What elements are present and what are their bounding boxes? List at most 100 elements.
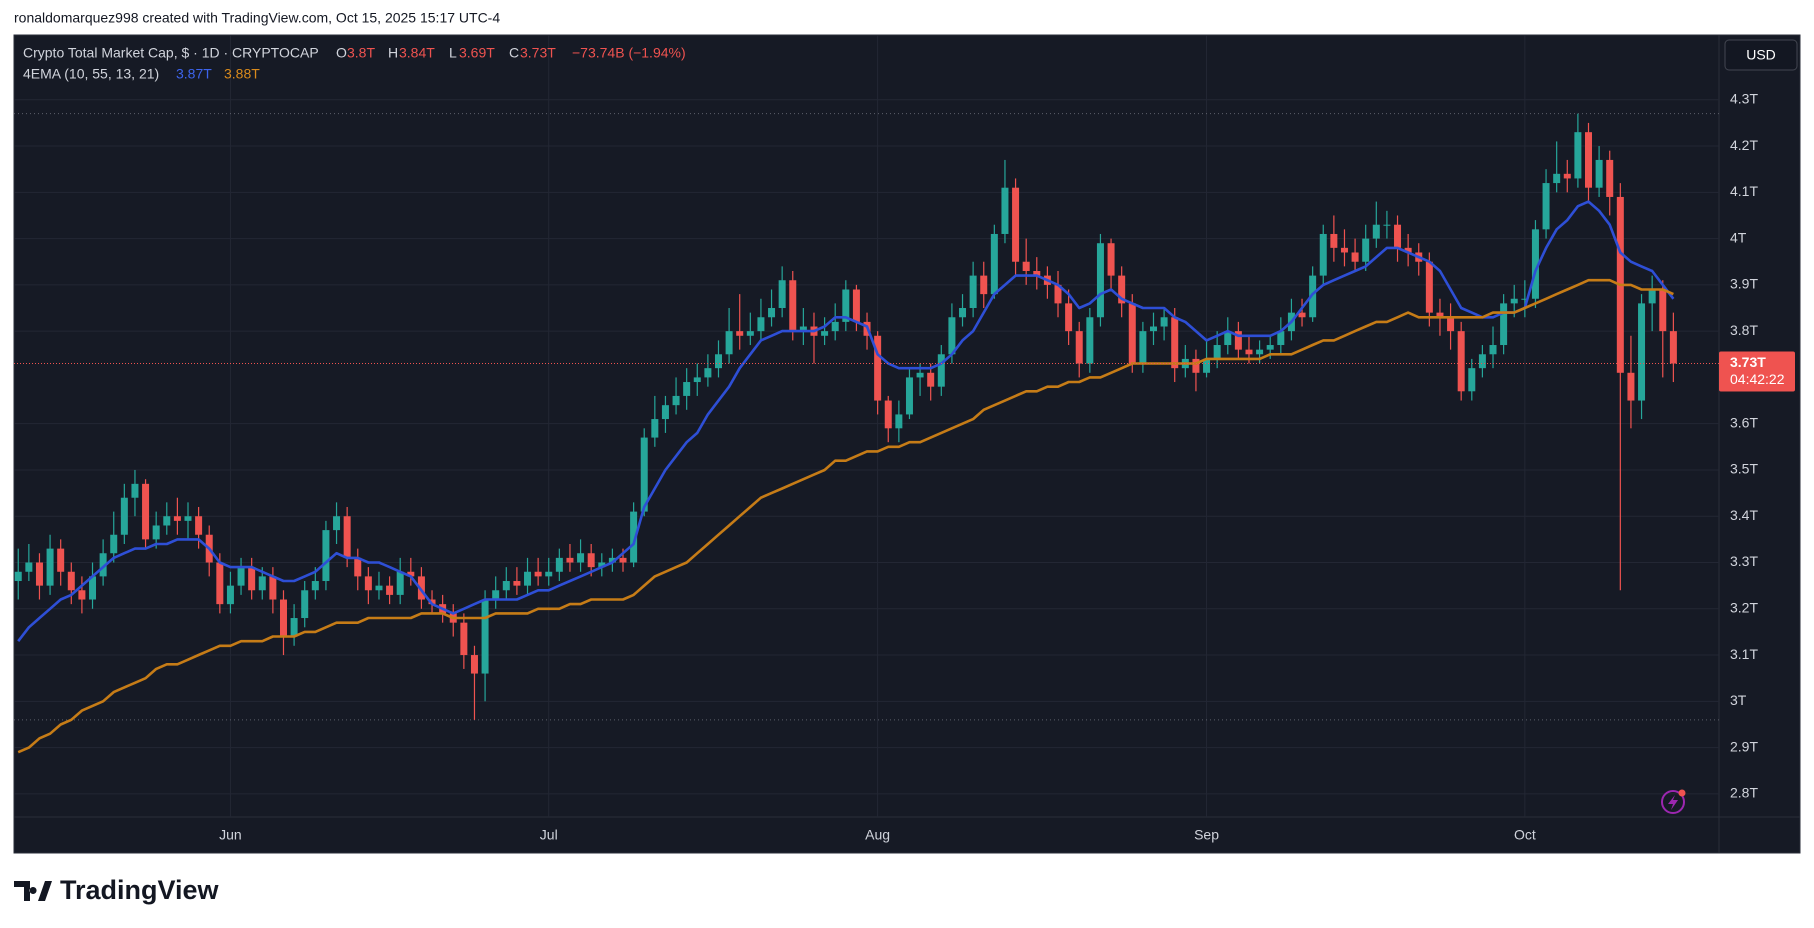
candle-body [683, 382, 691, 396]
candle-body [768, 308, 776, 318]
candle-body [1648, 289, 1656, 304]
last-price-tag [1719, 351, 1795, 392]
candle-body [714, 354, 722, 369]
candle-body [608, 557, 616, 563]
candle-body [226, 585, 234, 605]
y-tick-label: 2.9T [1730, 738, 1758, 754]
candle-body [1457, 331, 1465, 392]
close-label: C [509, 45, 519, 61]
candle-body [120, 497, 128, 535]
candle-body [375, 585, 383, 591]
candle-body [354, 557, 362, 577]
x-tick-label: Jun [219, 827, 242, 843]
candle-body [1340, 247, 1348, 253]
candle-body [736, 331, 744, 336]
candle-body [651, 419, 659, 438]
candle-body [799, 326, 807, 332]
candle-body [1521, 298, 1529, 300]
candle-body [428, 599, 436, 605]
currency[interactable]: USD [1746, 47, 1776, 63]
candle-body [725, 331, 733, 355]
close-value: 3.73T [520, 45, 556, 61]
candle-body [1096, 243, 1104, 318]
countdown: 04:42:22 [1730, 371, 1785, 387]
candle-body [1362, 238, 1370, 262]
candle-body [1542, 183, 1550, 230]
indicator: 4EMA (10, 55, 13, 21) [23, 66, 159, 82]
candle-body [1468, 368, 1476, 392]
candle-body [184, 516, 192, 521]
candle-body [513, 581, 521, 586]
candle-body [524, 571, 532, 586]
candle-body [1330, 233, 1338, 248]
candle-body [152, 525, 160, 540]
candle-body [1531, 229, 1539, 299]
candle-body [555, 557, 563, 572]
currency-button[interactable] [1724, 39, 1798, 71]
candle-body [1669, 331, 1677, 364]
candle-body [1149, 326, 1157, 332]
candle-body [1065, 303, 1073, 332]
high-value: 3.84T [399, 45, 435, 61]
ema-line [17, 278, 1674, 754]
candle-body [1213, 345, 1221, 359]
candle-body [470, 655, 478, 674]
x-tick-label: Oct [1514, 827, 1536, 843]
y-tick-label: 4.2T [1730, 137, 1758, 153]
candle-body [619, 557, 627, 563]
change: −73.74B (−1.94%) [572, 45, 686, 61]
y-tick-label: 3.8T [1730, 322, 1758, 338]
candle-body [163, 516, 171, 526]
grid [14, 35, 1719, 817]
candle-body [1001, 187, 1009, 234]
y-tick-label: 3T [1730, 692, 1747, 708]
candle-body [534, 571, 542, 577]
candle-body [1659, 289, 1667, 332]
candle-body [311, 581, 319, 591]
low-label: L [449, 45, 457, 61]
candle-body [173, 516, 181, 521]
candle-body [1563, 173, 1571, 179]
candle-body [969, 275, 977, 309]
ema-fast-value: 3.87T [176, 66, 212, 82]
y-tick-label: 3.2T [1730, 599, 1758, 615]
candle-body [937, 354, 945, 387]
candle-body [407, 571, 415, 577]
logo-text: TradingView [60, 875, 220, 905]
candle-body [566, 557, 574, 563]
last-price-label: 3.73T [1730, 354, 1766, 370]
candle-body [142, 483, 150, 540]
alert-icon[interactable] [1661, 789, 1686, 814]
candle-body [1192, 358, 1200, 373]
candle-body [1256, 349, 1264, 355]
candle-body [1171, 317, 1179, 369]
candle-body [831, 321, 839, 332]
candle-body [1309, 275, 1317, 318]
candle-body [630, 511, 638, 563]
candle-body [386, 585, 394, 595]
candle-body [980, 275, 988, 295]
candle-body [99, 553, 107, 577]
candle-body [290, 618, 298, 637]
y-tick-label: 4T [1730, 229, 1747, 245]
y-tick-label: 3.5T [1730, 461, 1758, 477]
candle-body [25, 562, 33, 572]
candle-body [1478, 354, 1486, 369]
candle-body [1128, 303, 1136, 364]
candle-body [789, 280, 797, 332]
candle-body [1595, 159, 1603, 188]
candle-body [1638, 303, 1646, 401]
plot [14, 113, 1719, 754]
candle-body [874, 335, 882, 401]
candle-body [905, 377, 913, 415]
legend: Crypto Total Market Cap, $ · 1D · CRYPTO… [23, 45, 686, 82]
candle-body [396, 571, 404, 595]
candle-body [110, 534, 118, 554]
open-value: 3.8T [347, 45, 375, 61]
y-tick-label: 3.6T [1730, 414, 1758, 430]
candle-body [948, 317, 956, 355]
candle-body [195, 516, 203, 535]
candle-body [821, 331, 829, 336]
